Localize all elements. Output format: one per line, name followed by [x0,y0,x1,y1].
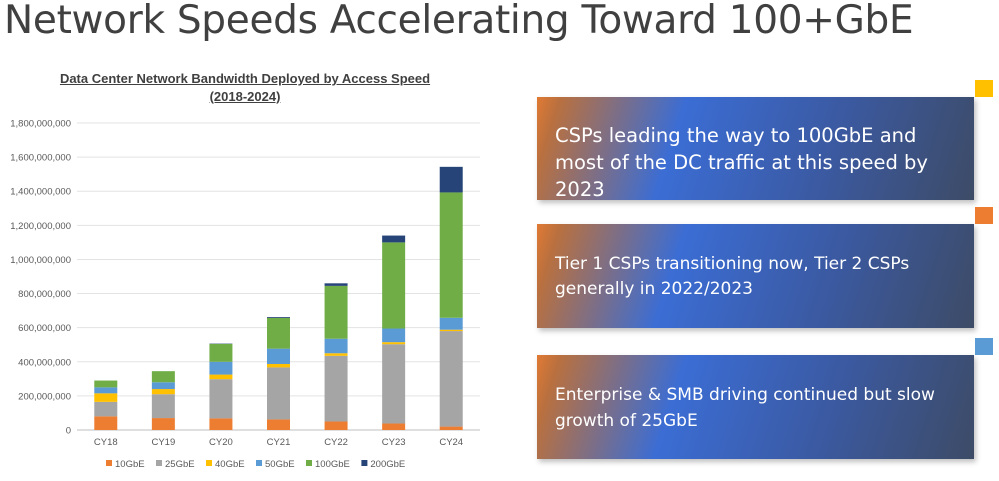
bar-segment [324,355,348,422]
bar-segment [94,416,118,430]
legend-label: 200GbE [370,459,405,470]
bar-segment [439,426,463,430]
bar-segment [439,329,463,332]
legend-swatch [206,460,212,466]
bar-segment [94,393,118,402]
bar-segment [324,421,348,430]
bar-segment [209,374,233,380]
marker-square-blue [975,338,993,355]
x-tick-label: CY20 [209,437,233,448]
bar-segment [382,342,406,345]
bar-segment [439,166,463,193]
legend-swatch [156,460,162,466]
bar-segment [267,348,290,364]
bandwidth-chart: 0 200,000,000 400,000,000 600,000,000 800,00… [10,119,480,470]
legend-label: 50GbE [265,459,295,470]
y-tick-label: 1,600,000,000 [10,153,71,164]
bar-segment [382,235,406,243]
callout-tier-csps: Tier 1 CSPs transitioning now, Tier 2 CS… [537,224,974,328]
bar-segment [382,328,406,343]
legend-label: 100GbE [315,459,350,470]
bar-segment [151,371,175,383]
legend-swatch [306,460,312,466]
y-tick-label: 0 [66,426,71,437]
y-tick-label: 1,200,000,000 [10,221,71,232]
gridlines [77,122,480,431]
callout-text: Tier 1 CSPs transitioning now, Tier 2 CS… [555,254,910,299]
bar-segment [324,353,348,356]
bar-segment [151,418,175,430]
y-tick-label: 1,400,000,000 [10,187,71,198]
x-tick-label: CY21 [267,437,291,448]
bar-segment [209,361,233,375]
marker-square-orange [975,207,993,224]
bar-segment [439,331,463,427]
bar-segment [267,317,290,318]
legend-swatch [106,460,112,466]
y-tick-label: 1,800,000,000 [10,119,71,130]
bars [94,166,463,430]
bar-segment [209,418,233,430]
legend-swatch [256,460,262,466]
bar-segment [382,242,406,329]
y-tick-label: 1,000,000,000 [10,255,71,266]
bar-segment [324,338,348,354]
legend-label: 25GbE [165,459,195,470]
y-tick-label: 600,000,000 [18,323,71,334]
bar-segment [151,394,175,419]
bar-segment [151,389,175,395]
bar-segment [382,344,406,424]
x-tick-label: CY19 [151,437,175,448]
legend-label: 10GbE [115,459,145,470]
bar-segment [267,363,290,368]
callout-text: CSPs leading the way to 100GbE and most … [555,124,928,201]
bar-segment [324,285,348,339]
y-tick-label: 800,000,000 [18,289,71,300]
callout-enterprise-smb: Enterprise & SMB driving continued but s… [537,355,974,459]
legend-swatch [361,460,368,466]
slide-title: Network Speeds Accelerating Toward 100+G… [4,0,914,43]
y-tick-label: 200,000,000 [18,391,71,402]
bar-segment [94,401,118,417]
legend: 10GbE 25GbE 40GbE 50GbE 100GbE 200GbE [106,459,405,470]
bar-segment [151,382,175,390]
x-axis-tick-labels: CY18 CY19 CY20 CY21 CY22 CY23 CY24 [94,437,463,448]
bar-segment [267,367,290,420]
x-tick-label: CY24 [439,437,463,448]
callout-text: Enterprise & SMB driving continued but s… [555,385,935,431]
bar-segment [267,317,290,349]
y-axis-tick-labels: 0 200,000,000 400,000,000 600,000,000 800,00… [10,119,71,437]
x-tick-label: CY22 [324,437,348,448]
x-tick-label: CY18 [94,437,118,448]
bar-segment [439,317,463,330]
bar-segment [439,192,463,318]
bar-segment [94,380,118,388]
callout-csps-100gbe: CSPs leading the way to 100GbE and most … [537,97,974,201]
bar-segment [209,343,233,362]
legend-label: 40GbE [215,459,245,470]
bar-segment [324,283,348,286]
x-tick-label: CY23 [382,437,406,448]
chart-title: Data Center Network Bandwidth Deployed b… [59,71,431,104]
bar-segment [267,419,290,430]
bar-segment [382,423,406,430]
bar-segment [94,387,118,394]
bar-segment [209,379,233,419]
y-tick-label: 400,000,000 [18,357,71,368]
marker-square-yellow [975,80,993,97]
